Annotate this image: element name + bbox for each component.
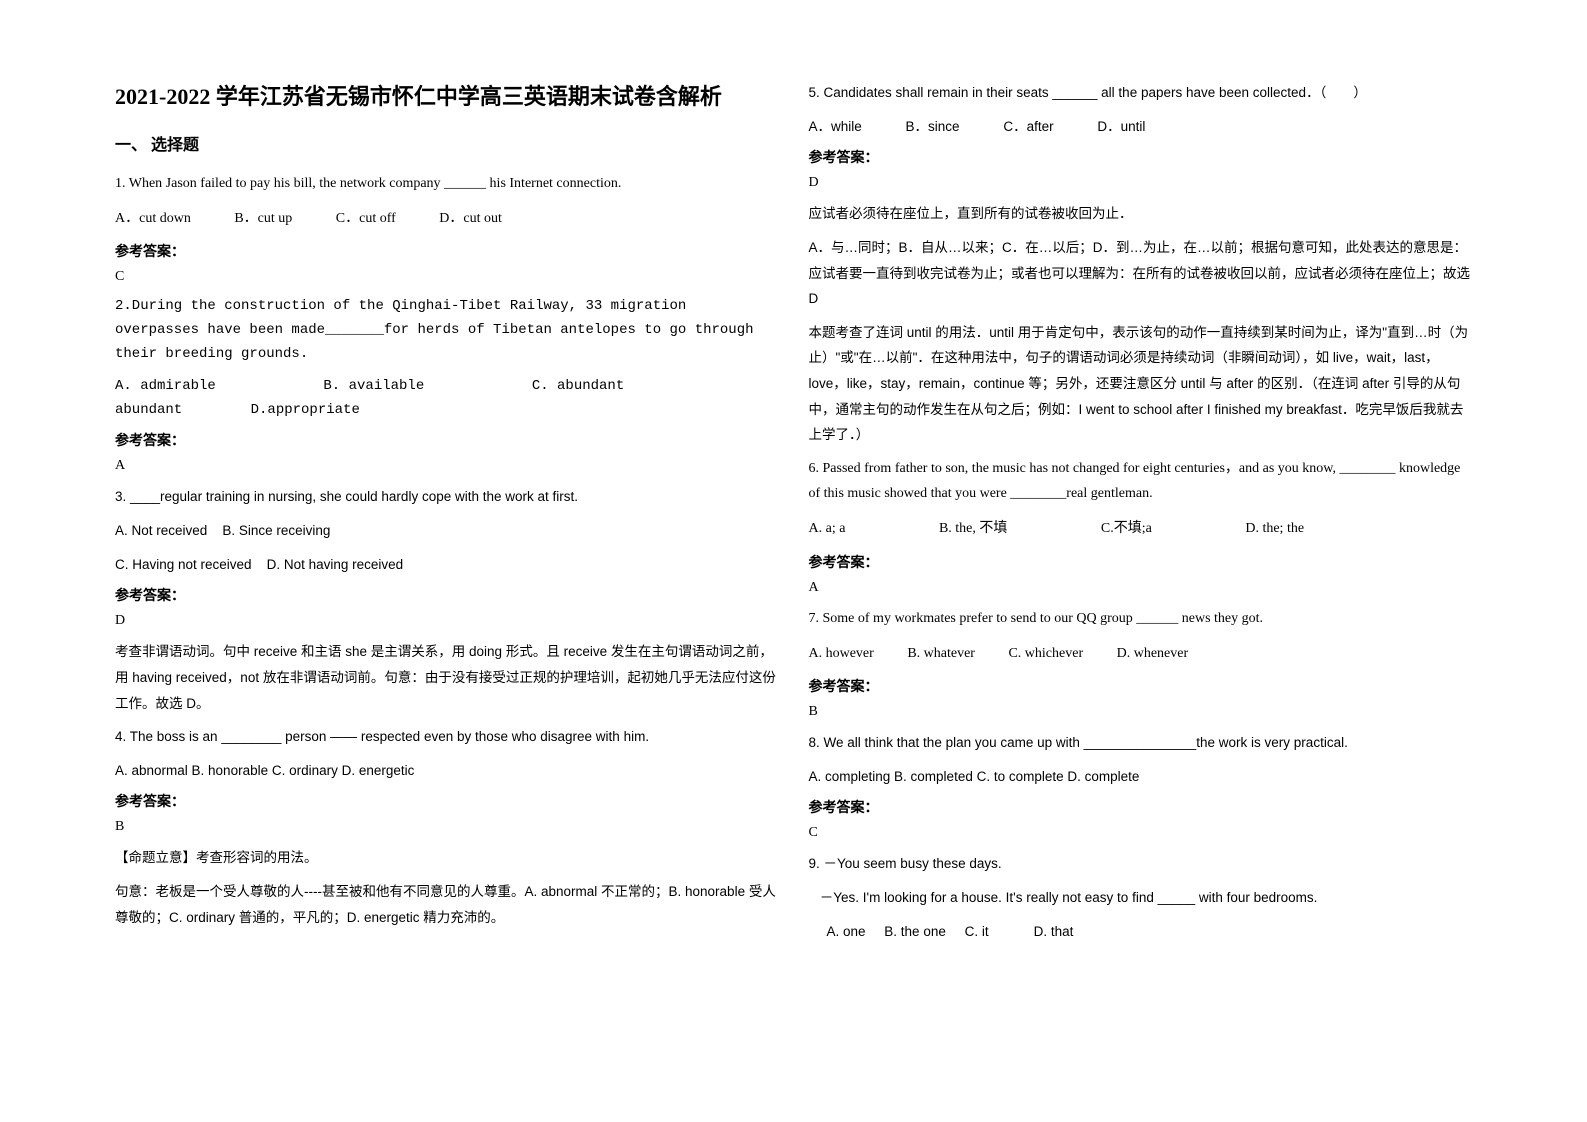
- q6-text: 6. Passed from father to son, the music …: [809, 456, 1473, 506]
- q3-answer-label: 参考答案：: [115, 585, 779, 605]
- q4-text: 4. The boss is an ________ person —— res…: [115, 724, 779, 750]
- document-title: 2021-2022 学年江苏省无锡市怀仁中学高三英语期末试卷含解析: [115, 80, 779, 113]
- q3-text: 3. ____regular training in nursing, she …: [115, 484, 779, 510]
- q8-answer: C: [809, 825, 1473, 841]
- q3-opt-b: B. Since receiving: [222, 523, 330, 538]
- q8-text: 8. We all think that the plan you came u…: [809, 730, 1473, 756]
- q5-options: A．while B．since C．after D．until: [809, 114, 1473, 140]
- q2-opt-c2: abundant: [115, 402, 182, 418]
- q7-opt-c: C. whichever: [1008, 646, 1083, 661]
- q9-opts: A. one B. the one C. it D. that: [809, 919, 1473, 945]
- q7-opt-b: B. whatever: [907, 646, 975, 661]
- q2-opt-b: B. available: [323, 375, 523, 399]
- q2-opt-c: C. abundant: [532, 378, 624, 394]
- q2-answer-label: 参考答案：: [115, 430, 779, 450]
- q5-opt-c: C．after: [1003, 114, 1053, 140]
- q5-opt-d: D．until: [1097, 114, 1145, 140]
- q7-text: 7. Some of my workmates prefer to send t…: [809, 606, 1473, 631]
- q5-text: 5. Candidates shall remain in their seat…: [809, 80, 1473, 106]
- q5-explain2: A．与…同时；B．自从…以来；C．在…以后；D．到…为止，在…以前；根据句意可知…: [809, 235, 1473, 312]
- q5-explain3: 本题考查了连词 until 的用法．until 用于肯定句中，表示该句的动作一直…: [809, 320, 1473, 448]
- q6-opt-d: D. the; the: [1245, 521, 1304, 536]
- q5-answer: D: [809, 175, 1473, 191]
- q1-answer: C: [115, 269, 779, 285]
- q6-options: A. a; a B. the, 不填 C.不填;a D. the; the: [809, 516, 1473, 541]
- q3-opts-ab: A. Not received B. Since receiving: [115, 518, 779, 544]
- section-heading: 一、 选择题: [115, 131, 779, 155]
- q3-opt-c: C. Having not received: [115, 557, 252, 572]
- q1-opt-a: A．cut down: [115, 206, 191, 231]
- q1-opt-d: D．cut out: [439, 206, 502, 231]
- q1-text: 1. When Jason failed to pay his bill, th…: [115, 171, 779, 196]
- q7-answer: B: [809, 704, 1473, 720]
- q3-opts-cd: C. Having not received D. Not having rec…: [115, 552, 779, 578]
- q9-line1: 9. －You seem busy these days.: [809, 851, 1473, 877]
- q4-answer: B: [115, 819, 779, 835]
- q2-options: A. admirable B. available C. abundant ab…: [115, 375, 779, 423]
- q5-explain1: 应试者必须待在座位上，直到所有的试卷被收回为止．: [809, 201, 1473, 227]
- q4-explain2: 句意：老板是一个受人尊敬的人----甚至被和他有不同意见的人尊重。A. abno…: [115, 879, 779, 930]
- q1-options: A．cut down B．cut up C．cut off D．cut out: [115, 206, 779, 231]
- q2-opt-a: A. admirable: [115, 375, 315, 399]
- q7-answer-label: 参考答案：: [809, 676, 1473, 696]
- q2-answer: A: [115, 458, 779, 474]
- q8-opts: A. completing B. completed C. to complet…: [809, 764, 1473, 790]
- q1-answer-label: 参考答案：: [115, 241, 779, 261]
- q8-answer-label: 参考答案：: [809, 797, 1473, 817]
- q5-opt-b: B．since: [906, 114, 960, 140]
- q6-opt-b: B. the, 不填: [939, 516, 1007, 541]
- q4-explain1: 【命题立意】考查形容词的用法。: [115, 845, 779, 871]
- q5-answer-label: 参考答案：: [809, 147, 1473, 167]
- q7-opt-d: D. whenever: [1117, 646, 1189, 661]
- q7-opt-a: A. however: [809, 646, 874, 661]
- q7-options: A. however B. whatever C. whichever D. w…: [809, 641, 1473, 666]
- q6-opt-c: C.不填;a: [1101, 516, 1152, 541]
- q1-opt-c: C．cut off: [336, 206, 396, 231]
- q4-opts: A. abnormal B. honorable C. ordinary D. …: [115, 758, 779, 784]
- q6-opt-a: A. a; a: [809, 516, 846, 541]
- q5-opt-a: A．while: [809, 114, 862, 140]
- q6-answer: A: [809, 580, 1473, 596]
- q6-answer-label: 参考答案：: [809, 552, 1473, 572]
- q9-line2: －Yes. I'm looking for a house. It's real…: [809, 885, 1473, 911]
- q1-opt-b: B．cut up: [234, 206, 292, 231]
- q3-opt-a: A. Not received: [115, 523, 207, 538]
- q3-opt-d: D. Not having received: [267, 557, 404, 572]
- right-column: 5. Candidates shall remain in their seat…: [794, 80, 1488, 1082]
- q2-text: 2.During the construction of the Qinghai…: [115, 295, 779, 366]
- left-column: 2021-2022 学年江苏省无锡市怀仁中学高三英语期末试卷含解析 一、 选择题…: [100, 80, 794, 1082]
- q2-opt-d: D.appropriate: [251, 402, 360, 418]
- q4-answer-label: 参考答案：: [115, 791, 779, 811]
- q3-explain: 考查非谓语动词。句中 receive 和主语 she 是主谓关系，用 doing…: [115, 639, 779, 716]
- q3-answer: D: [115, 613, 779, 629]
